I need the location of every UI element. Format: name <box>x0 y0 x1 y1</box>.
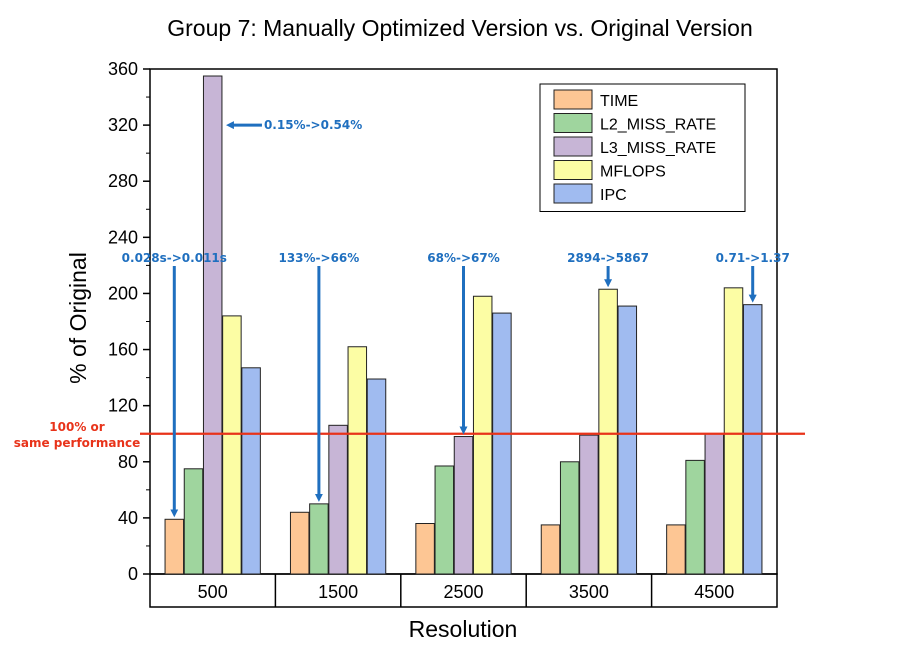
x-tick-label: 500 <box>198 582 228 602</box>
bar-l3-miss-rate-3500 <box>579 434 599 575</box>
reference-line-label: 100% or <box>49 420 104 434</box>
annotation-label: 0.028s->0.011s <box>122 251 227 265</box>
bar-l3-miss-rate-2500 <box>453 436 474 575</box>
bar-ipc-2500 <box>492 312 512 575</box>
bar-ipc-1500 <box>366 378 387 575</box>
bar-l2-miss-rate-4500 <box>685 459 705 575</box>
bar-ipc-4500 <box>742 304 763 575</box>
chart-title: Group 7: Manually Optimized Version vs. … <box>167 15 753 41</box>
legend-swatch <box>553 136 593 157</box>
x-tick-label: 2500 <box>443 582 483 602</box>
bar-mflops-500 <box>222 315 242 575</box>
annotation-label: 133%->66% <box>278 251 359 265</box>
bar-l2-miss-rate-2500 <box>434 465 455 575</box>
y-tick-label: 40 <box>118 508 138 528</box>
legend: TIME L2_MISS_RATE L3_MISS_RATE MFLOPS IPC <box>539 83 746 212</box>
y-tick-label: 240 <box>108 227 138 247</box>
annotation-label: 0.15%->0.54% <box>264 118 362 132</box>
annotation-label: 0.71->1.37 <box>716 251 790 265</box>
y-tick-label: 200 <box>108 283 138 303</box>
y-tick-label: 160 <box>108 340 138 360</box>
annotation-label: 2894->5867 <box>567 251 649 265</box>
bar-l3-miss-rate-1500 <box>328 424 348 575</box>
y-tick-label: 280 <box>108 171 138 191</box>
x-tick-label: 4500 <box>694 582 734 602</box>
bar-mflops-1500 <box>347 346 368 575</box>
bar-l3-miss-rate-4500 <box>704 433 725 575</box>
y-tick-label: 120 <box>108 396 138 416</box>
y-axis-label: % of Original <box>65 252 91 384</box>
legend-label: L3_MISS_RATE <box>600 140 716 157</box>
bar-time-3500 <box>540 524 561 575</box>
bar-time-4500 <box>666 524 686 575</box>
y-tick-label: 0 <box>128 564 138 584</box>
legend-swatch <box>553 183 593 204</box>
bar-mflops-3500 <box>598 288 618 575</box>
bar-mflops-4500 <box>723 287 744 575</box>
reference-line-label: same performance <box>14 436 141 450</box>
legend-label: MFLOPS <box>600 164 666 181</box>
annotations: 0.15%->0.54% 0.028s->0.011s 133%->66% 68%->… <box>122 118 790 518</box>
x-axis-label: Resolution <box>409 616 518 642</box>
legend-label: IPC <box>600 187 627 204</box>
legend-label: TIME <box>600 93 638 110</box>
bar-mflops-2500 <box>472 295 493 575</box>
x-tick-label: 3500 <box>569 582 609 602</box>
bar-time-500 <box>164 518 185 575</box>
legend-label: L2_MISS_RATE <box>600 117 716 134</box>
legend-swatch <box>553 89 593 110</box>
y-tick-label: 80 <box>118 452 138 472</box>
bar-l2-miss-rate-3500 <box>559 461 580 575</box>
bar-time-2500 <box>415 523 435 575</box>
bar-ipc-3500 <box>617 305 638 575</box>
y-tick-label: 320 <box>108 115 138 135</box>
bar-l2-miss-rate-500 <box>183 468 204 575</box>
bar-l2-miss-rate-1500 <box>309 503 329 575</box>
bar-ipc-500 <box>241 367 261 575</box>
y-tick-label: 360 <box>108 59 138 79</box>
bar-l3-miss-rate-500 <box>202 75 223 575</box>
annotation-label: 68%->67% <box>427 251 499 265</box>
x-tick-label: 1500 <box>318 582 358 602</box>
bar-time-1500 <box>289 511 310 575</box>
legend-swatch <box>553 113 593 133</box>
plot-area: 0 40 80 120 160 200 240 280 320 360 500 1500 2500 350… <box>14 59 805 608</box>
legend-swatch <box>553 160 593 180</box>
